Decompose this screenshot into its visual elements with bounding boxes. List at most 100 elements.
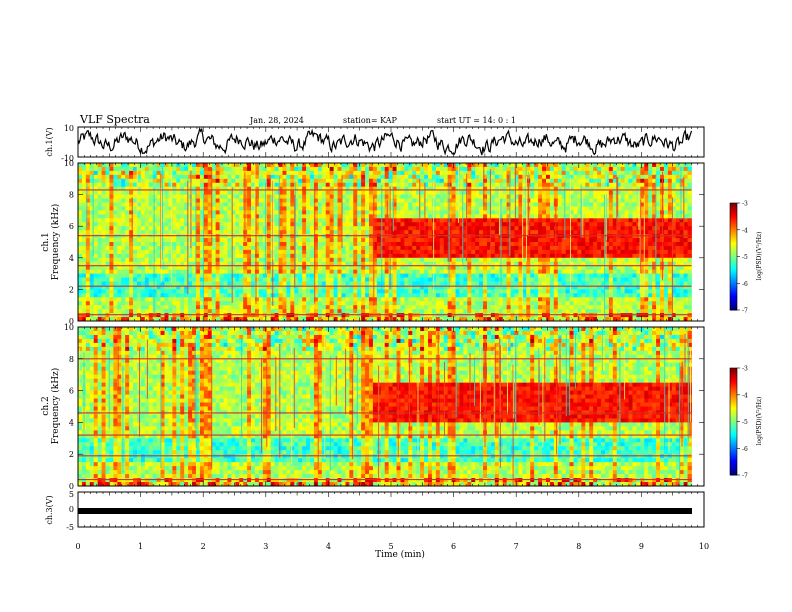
spectrogram-cell bbox=[176, 265, 181, 271]
spectrogram-cell bbox=[416, 210, 421, 215]
spectrogram-cell bbox=[239, 206, 244, 211]
spectrogram-cell bbox=[333, 202, 338, 207]
spectrogram-cell bbox=[361, 182, 366, 188]
spectrogram-cell bbox=[231, 222, 236, 227]
spectrogram-cell bbox=[298, 293, 303, 298]
spectrogram-cell bbox=[408, 218, 413, 223]
spectrogram-cell bbox=[494, 238, 500, 243]
spectrogram-cell bbox=[302, 242, 307, 247]
spectrogram-cell bbox=[345, 265, 350, 271]
spectrogram-cell bbox=[467, 218, 472, 223]
spectrogram-cell bbox=[219, 249, 224, 255]
spectrogram-cell bbox=[526, 257, 531, 263]
spectrogram-cell bbox=[215, 313, 220, 318]
spectrogram-cell bbox=[203, 301, 209, 306]
spectrogram-cell bbox=[431, 293, 437, 298]
spectrogram-cell bbox=[254, 249, 260, 255]
spectrogram-cell bbox=[211, 317, 217, 322]
spectrogram-cell bbox=[317, 238, 323, 243]
spectrogram-cell bbox=[392, 190, 397, 195]
spectrogram-cell bbox=[420, 178, 425, 184]
spectrogram-cell bbox=[239, 242, 244, 247]
spectrogram-cell bbox=[353, 265, 358, 271]
spectrogram-cell bbox=[133, 234, 138, 239]
spectrogram-cell bbox=[219, 186, 224, 192]
spectrogram-cell bbox=[144, 289, 150, 294]
spectrogram-cell bbox=[369, 214, 374, 219]
spectrogram-cell bbox=[542, 242, 547, 247]
spectrogram-cell bbox=[306, 238, 311, 243]
spectrogram-cell bbox=[148, 182, 154, 188]
spectrogram-cell bbox=[207, 210, 213, 215]
spectrogram-cell bbox=[396, 265, 401, 271]
spectrogram-cell bbox=[156, 174, 161, 180]
spectrogram-cell bbox=[439, 297, 445, 302]
spectrogram-cell bbox=[333, 313, 338, 318]
spectrogram-cell bbox=[506, 166, 511, 172]
spectrogram-cell bbox=[400, 305, 405, 310]
spectrogram-cell bbox=[502, 297, 508, 302]
spectrogram-cell bbox=[254, 293, 260, 298]
spectrogram-cell bbox=[435, 238, 441, 243]
spectrogram-cell bbox=[317, 226, 323, 231]
spectrogram-cell bbox=[502, 226, 508, 231]
spectrogram-cell bbox=[184, 178, 189, 184]
spectrogram-cell bbox=[376, 170, 382, 176]
spectrogram-cell bbox=[361, 238, 366, 243]
spectrogram-cell bbox=[310, 273, 315, 278]
spectrogram-cell bbox=[538, 249, 543, 255]
spectrogram-cell bbox=[160, 301, 165, 306]
spectrogram-cell bbox=[298, 234, 303, 239]
spectrogram-cell bbox=[471, 257, 476, 263]
spectrogram-cell bbox=[518, 277, 523, 282]
spectrogram-cell bbox=[310, 218, 315, 223]
spectrogram-cell bbox=[416, 222, 421, 227]
spectrogram-cell bbox=[227, 317, 232, 322]
spectrogram-cell bbox=[380, 206, 386, 211]
spectrogram-cell bbox=[93, 277, 99, 282]
spectrogram-cell bbox=[321, 214, 327, 219]
spectrogram-cell bbox=[262, 293, 268, 298]
spectrogram-cell bbox=[321, 198, 327, 203]
spectrogram-cell bbox=[203, 242, 209, 247]
spectrogram-cell bbox=[490, 245, 496, 251]
spectrogram-cell bbox=[514, 202, 519, 207]
spectrogram-cell bbox=[160, 265, 165, 271]
spectrogram-cell bbox=[416, 170, 421, 176]
spectrogram-cell bbox=[384, 186, 390, 192]
spectrogram-cell bbox=[156, 202, 161, 207]
spectrogram-cell bbox=[538, 293, 543, 298]
spectrogram-cell bbox=[113, 297, 118, 302]
spectrogram-cell bbox=[404, 194, 409, 199]
spectrogram-cell bbox=[117, 226, 122, 231]
spectrogram-cell bbox=[341, 301, 346, 306]
spectrogram-cell bbox=[337, 230, 342, 235]
spectrogram-cell bbox=[148, 249, 154, 255]
spectrogram-cell bbox=[475, 174, 480, 180]
spectrogram-cell bbox=[506, 265, 511, 271]
spectrogram-cell bbox=[195, 230, 201, 235]
spectrogram-cell bbox=[455, 305, 460, 310]
spectrogram-cell bbox=[321, 186, 327, 192]
spectrogram-cell bbox=[78, 163, 83, 168]
spectrogram-cell bbox=[306, 277, 311, 282]
spectrogram-cell bbox=[514, 309, 519, 314]
spectrogram-cell bbox=[101, 301, 106, 306]
spectrogram-cell bbox=[302, 198, 307, 203]
spectrogram-cell bbox=[357, 214, 362, 219]
spectrogram-cell bbox=[251, 293, 256, 298]
spectrogram-cell bbox=[152, 230, 158, 235]
spectrogram-cell bbox=[243, 285, 248, 290]
spectrogram-cell bbox=[498, 190, 504, 195]
spectrogram-cell bbox=[251, 238, 256, 243]
spectrogram-cell bbox=[266, 234, 272, 239]
spectrogram-cell bbox=[365, 285, 370, 290]
spectrogram-cell bbox=[266, 238, 272, 243]
spectrogram-cell bbox=[105, 289, 110, 294]
spectrogram-cell bbox=[329, 269, 335, 274]
spectrogram-cell bbox=[372, 214, 378, 219]
spectrogram-cell bbox=[455, 194, 460, 199]
spectrogram-cell bbox=[510, 289, 515, 294]
spectrogram-cell bbox=[286, 242, 291, 247]
spectrogram-cell bbox=[136, 317, 142, 322]
